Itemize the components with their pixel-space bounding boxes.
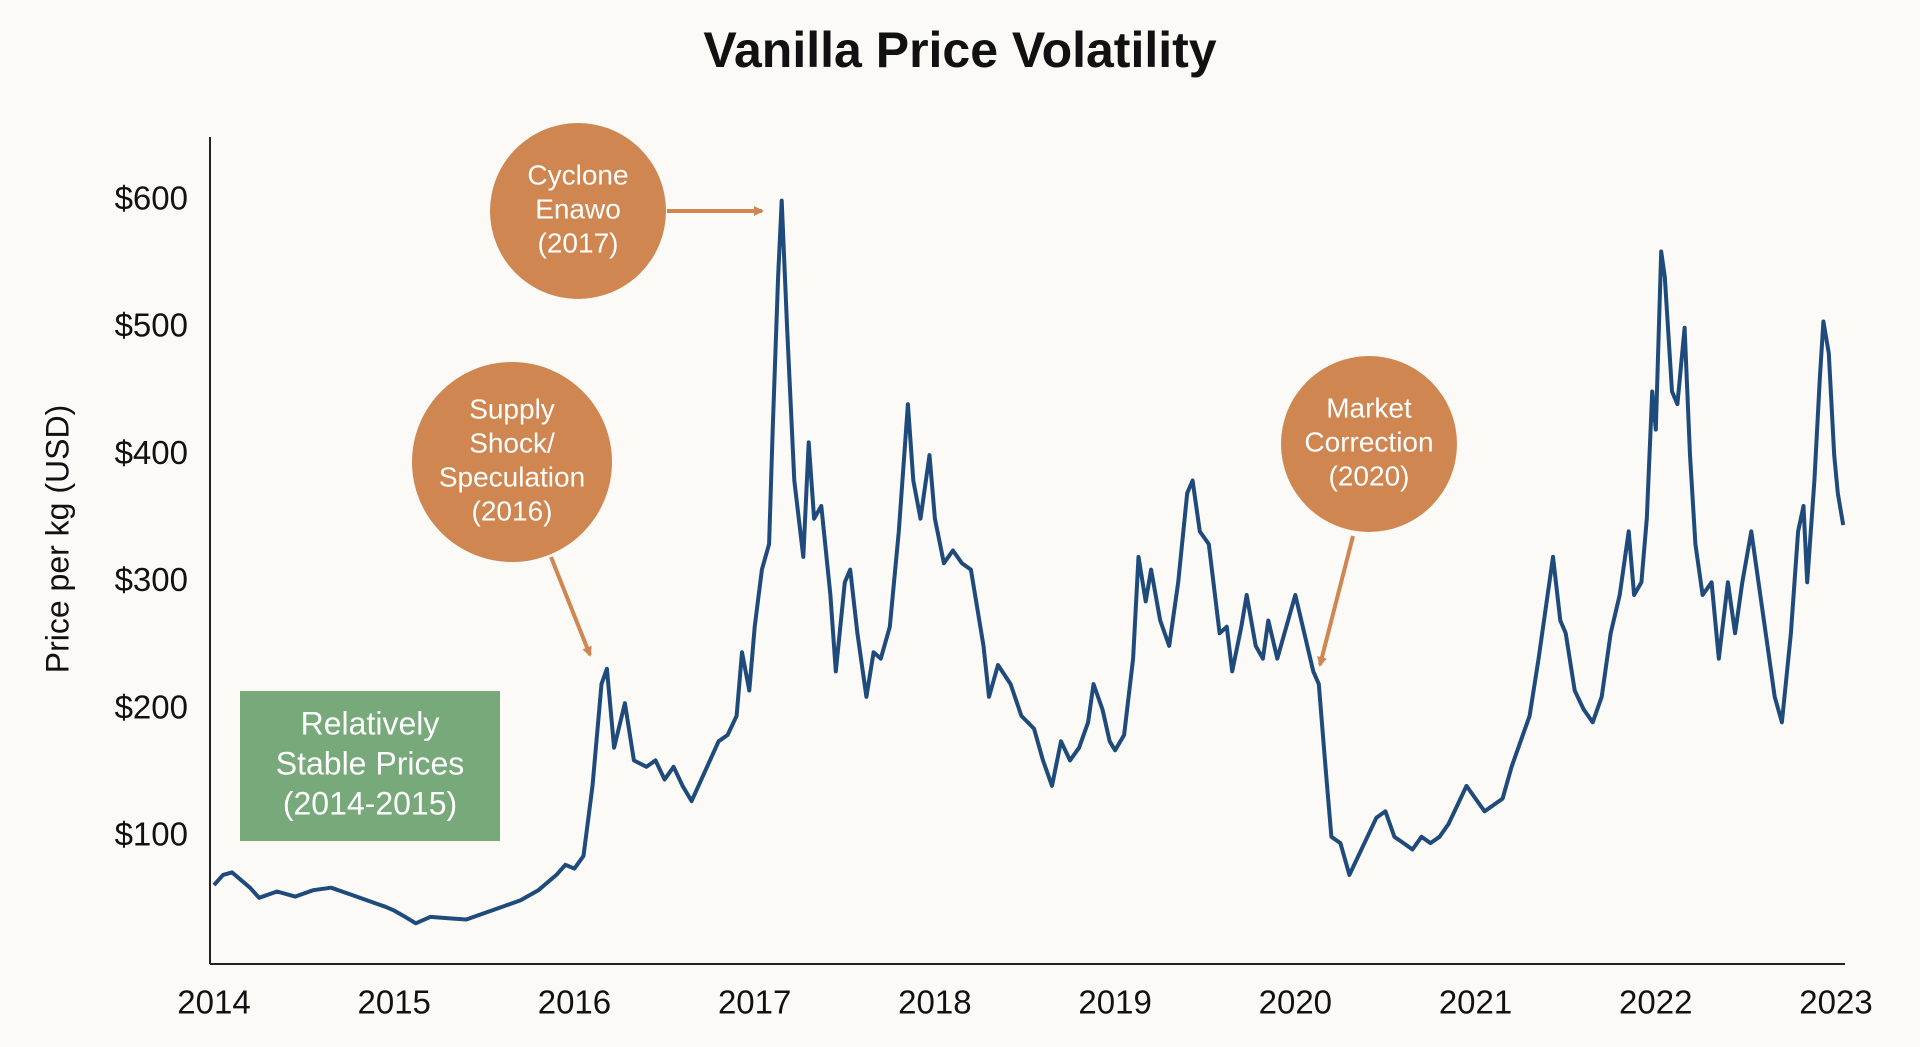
annotation-text: Enawo [535, 193, 621, 224]
x-tick-label: 2020 [1259, 984, 1332, 1021]
chart-title: Vanilla Price Volatility [703, 22, 1216, 78]
annotation-box [240, 691, 500, 841]
annotation-circle [412, 362, 612, 562]
annotation-arrow [549, 556, 592, 657]
annotation-text: Correction [1304, 426, 1433, 457]
annotation-circle [1281, 356, 1457, 532]
annotation-arrow [1317, 535, 1355, 667]
annotation-text: Shock/ [469, 427, 555, 458]
x-tick-label: 2015 [358, 984, 431, 1021]
x-tick-label: 2022 [1619, 984, 1692, 1021]
x-tick-label: 2021 [1439, 984, 1512, 1021]
y-tick-label: $600 [115, 179, 188, 216]
annotation-text: (2017) [538, 227, 619, 258]
y-tick-label: $100 [115, 815, 188, 852]
y-tick-label: $400 [115, 434, 188, 471]
x-tick-label: 2014 [177, 984, 250, 1021]
y-axis-label: Price per kg (USD) [39, 405, 75, 674]
y-tick-label: $200 [115, 688, 188, 725]
y-tick-label: $500 [115, 307, 188, 344]
annotation-text: Cyclone [527, 159, 628, 190]
x-tick-label: 2017 [718, 984, 791, 1021]
annotation-text: Speculation [439, 461, 585, 492]
annotation-text: (2020) [1329, 460, 1410, 491]
annotation-circle [490, 123, 666, 299]
annotation-text: Supply [469, 393, 555, 424]
annotation-text: Market [1326, 392, 1412, 423]
annotation-text: (2016) [472, 495, 553, 526]
x-tick-label: 2016 [538, 984, 611, 1021]
y-tick-label: $300 [115, 561, 188, 598]
x-tick-label: 2023 [1799, 984, 1872, 1021]
price-line [212, 198, 1846, 926]
annotation-text: (2014-2015) [283, 785, 457, 821]
annotation-text: Relatively [301, 705, 440, 741]
x-tick-label: 2018 [898, 984, 971, 1021]
annotation-text: Stable Prices [276, 745, 465, 781]
x-tick-label: 2019 [1078, 984, 1151, 1021]
